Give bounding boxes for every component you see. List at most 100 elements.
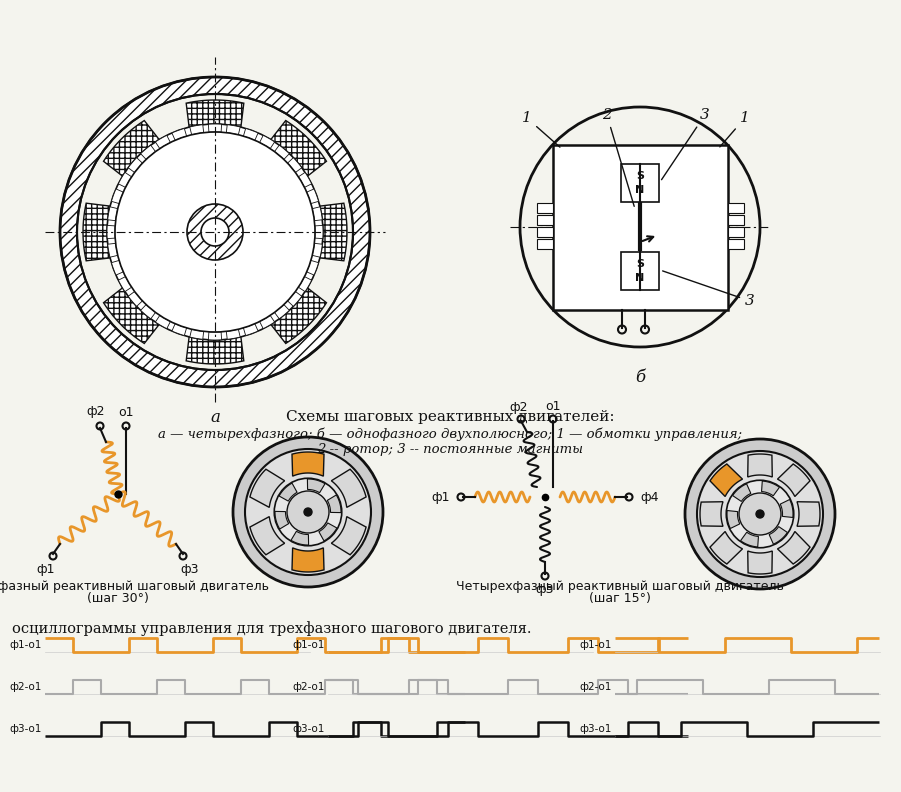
Polygon shape xyxy=(155,315,170,329)
Text: ф1-о1: ф1-о1 xyxy=(579,640,612,650)
Circle shape xyxy=(697,451,823,577)
Polygon shape xyxy=(155,135,170,149)
Polygon shape xyxy=(247,265,326,344)
Polygon shape xyxy=(226,329,241,339)
Text: ф4: ф4 xyxy=(640,490,659,504)
Polygon shape xyxy=(259,315,275,329)
Bar xyxy=(536,239,552,249)
Circle shape xyxy=(726,480,794,548)
Circle shape xyxy=(245,449,371,575)
Polygon shape xyxy=(741,532,759,547)
Polygon shape xyxy=(141,145,156,159)
Text: S: S xyxy=(636,259,644,269)
Polygon shape xyxy=(287,291,302,307)
Text: а — четырехфазного; б — однофазного двухполюсного; 1 — обмотки управления;: а — четырехфазного; б — однофазного двух… xyxy=(158,427,742,441)
Text: ф1-о1: ф1-о1 xyxy=(10,640,42,650)
Polygon shape xyxy=(733,484,751,501)
Text: 1: 1 xyxy=(522,111,560,147)
Polygon shape xyxy=(291,531,309,545)
Text: ф1: ф1 xyxy=(37,562,55,576)
Polygon shape xyxy=(108,207,118,221)
Bar xyxy=(552,144,727,310)
Polygon shape xyxy=(141,305,156,319)
Polygon shape xyxy=(710,531,742,564)
Polygon shape xyxy=(279,483,297,501)
Bar xyxy=(536,227,552,237)
Circle shape xyxy=(304,508,312,516)
Text: (шаг 15°): (шаг 15°) xyxy=(589,592,651,605)
Polygon shape xyxy=(108,243,118,257)
Polygon shape xyxy=(287,158,302,173)
Text: б: б xyxy=(635,369,645,386)
Polygon shape xyxy=(332,469,366,508)
Circle shape xyxy=(756,510,764,518)
Polygon shape xyxy=(292,548,324,572)
Circle shape xyxy=(115,132,315,332)
Polygon shape xyxy=(306,261,319,275)
Circle shape xyxy=(107,124,323,340)
Text: 3: 3 xyxy=(661,108,710,180)
Polygon shape xyxy=(292,452,324,476)
Polygon shape xyxy=(250,516,285,554)
Polygon shape xyxy=(128,291,142,307)
Polygon shape xyxy=(319,523,337,541)
Polygon shape xyxy=(104,120,183,200)
Polygon shape xyxy=(769,527,787,544)
Polygon shape xyxy=(727,511,740,528)
Text: 3: 3 xyxy=(662,271,755,308)
Bar xyxy=(536,215,552,225)
Polygon shape xyxy=(275,512,288,529)
Text: N: N xyxy=(635,185,644,195)
Circle shape xyxy=(201,218,229,246)
Text: о1: о1 xyxy=(118,406,133,418)
Circle shape xyxy=(739,493,781,535)
Text: ф1-о1: ф1-о1 xyxy=(293,640,325,650)
Text: Четырехфазный реактивный шаговый двигатель: Четырехфазный реактивный шаговый двигате… xyxy=(456,580,784,593)
Polygon shape xyxy=(780,500,793,517)
Polygon shape xyxy=(275,145,289,159)
Polygon shape xyxy=(243,128,258,140)
Polygon shape xyxy=(190,124,204,135)
Polygon shape xyxy=(710,464,742,497)
Polygon shape xyxy=(250,469,285,508)
Text: ф3-о1: ф3-о1 xyxy=(10,724,42,734)
Polygon shape xyxy=(748,454,772,477)
Polygon shape xyxy=(187,299,244,364)
Polygon shape xyxy=(327,495,341,512)
Text: а: а xyxy=(210,409,220,426)
Polygon shape xyxy=(187,100,244,166)
Polygon shape xyxy=(778,464,810,497)
Text: 2: 2 xyxy=(602,108,634,207)
Text: ф3-о1: ф3-о1 xyxy=(579,724,612,734)
Polygon shape xyxy=(797,501,820,526)
Circle shape xyxy=(274,478,341,546)
Text: осциллограммы управления для трехфазного шагового двигателя.: осциллограммы управления для трехфазного… xyxy=(12,622,532,637)
Polygon shape xyxy=(172,324,187,336)
Polygon shape xyxy=(306,189,319,204)
Text: (шаг 30°): (шаг 30°) xyxy=(87,592,149,605)
Polygon shape xyxy=(172,128,187,140)
Circle shape xyxy=(685,439,835,589)
Polygon shape xyxy=(104,265,183,344)
Polygon shape xyxy=(332,516,366,554)
Text: о1: о1 xyxy=(545,401,560,413)
Polygon shape xyxy=(107,226,115,238)
Polygon shape xyxy=(778,531,810,564)
Text: 2 -- ротор; 3 -- постоянные магниты: 2 -- ротор; 3 -- постоянные магниты xyxy=(317,443,583,455)
Polygon shape xyxy=(247,120,326,200)
Polygon shape xyxy=(83,204,149,261)
Text: Схемы шаговых реактивных двигателей:: Схемы шаговых реактивных двигателей: xyxy=(286,410,614,424)
Polygon shape xyxy=(112,261,123,275)
Text: 1: 1 xyxy=(720,111,750,147)
Polygon shape xyxy=(118,276,132,291)
Polygon shape xyxy=(190,329,204,339)
Text: Трехфазный реактивный шаговый двигатель: Трехфазный реактивный шаговый двигатель xyxy=(0,580,269,593)
Polygon shape xyxy=(208,124,222,132)
Bar xyxy=(536,203,552,213)
Polygon shape xyxy=(128,158,142,173)
Text: S: S xyxy=(636,171,644,181)
Text: ф2-о1: ф2-о1 xyxy=(579,682,612,692)
Text: ф2-о1: ф2-о1 xyxy=(293,682,325,692)
Polygon shape xyxy=(243,324,258,336)
Text: ф2: ф2 xyxy=(86,406,105,418)
